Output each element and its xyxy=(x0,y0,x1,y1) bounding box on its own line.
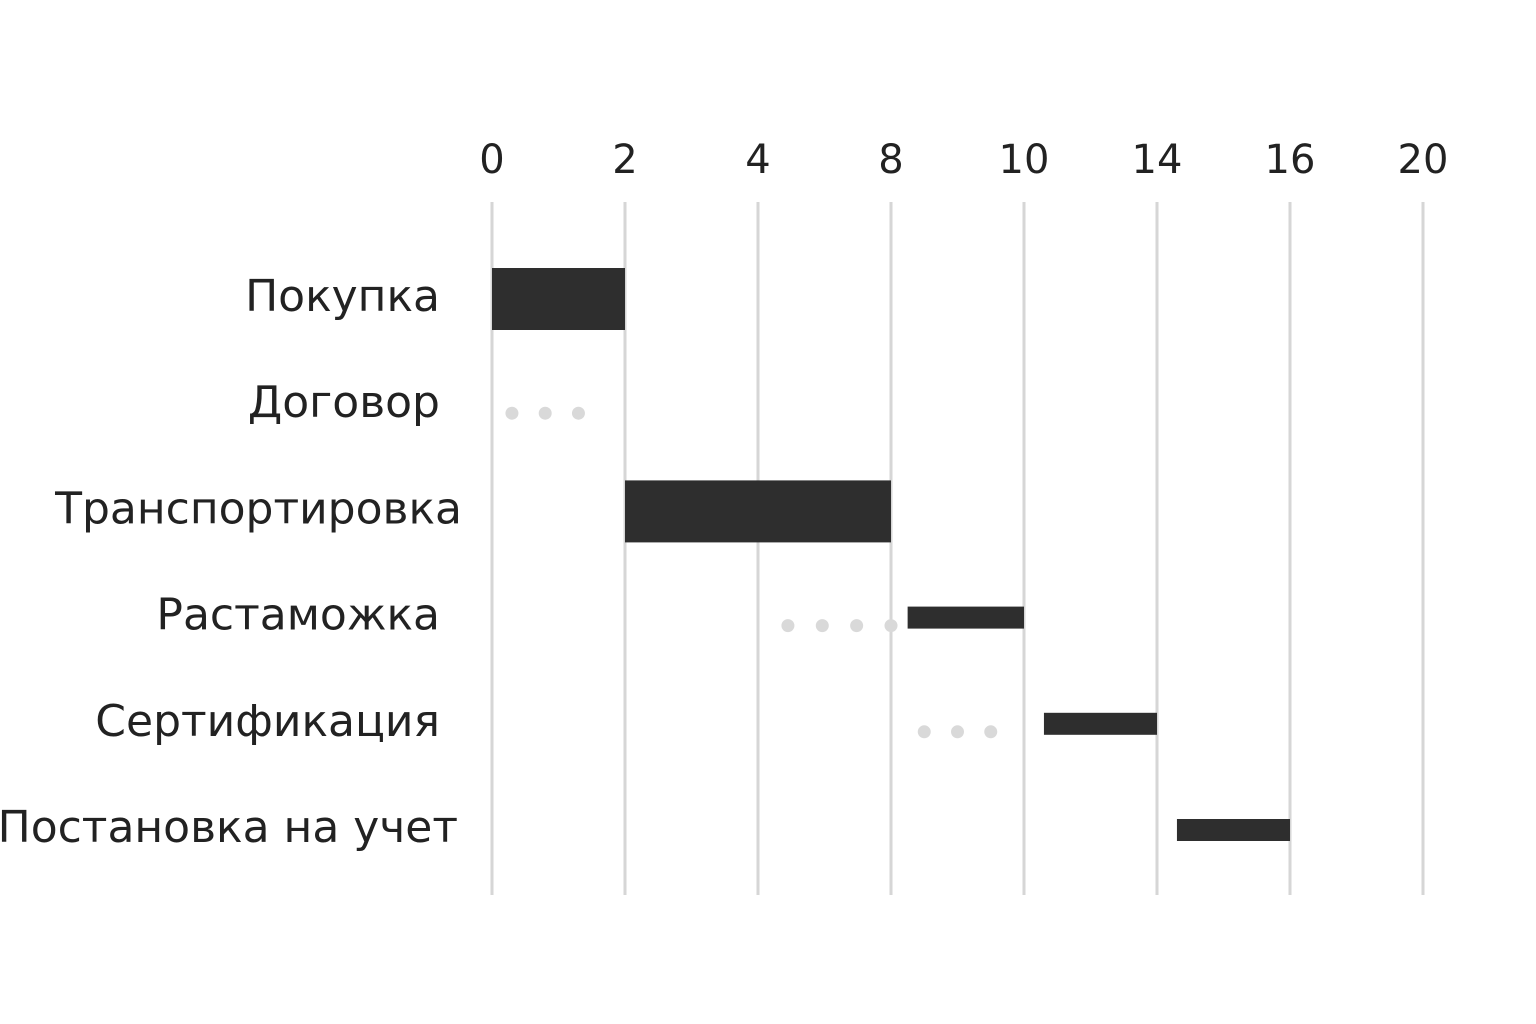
bar xyxy=(907,606,1024,629)
category-label: Договор xyxy=(248,377,440,428)
x-tick-label: 20 xyxy=(1398,137,1449,183)
x-tick-label: 16 xyxy=(1265,137,1316,183)
x-tick-label: 4 xyxy=(745,137,770,183)
bar xyxy=(492,268,625,330)
bar xyxy=(1043,712,1157,735)
category-label: Покупка xyxy=(245,271,440,322)
category-label: Растаможка xyxy=(156,590,440,641)
x-tick-label: 10 xyxy=(999,137,1050,183)
x-tick-label: 8 xyxy=(878,137,903,183)
x-tick-label: 0 xyxy=(479,137,504,183)
bar xyxy=(1176,819,1290,841)
category-label: Транспортировка xyxy=(54,483,462,534)
x-tick-label: 14 xyxy=(1132,137,1183,183)
bar xyxy=(625,480,891,543)
category-label: Сертификация xyxy=(95,696,440,747)
x-tick-label: 2 xyxy=(612,137,637,183)
category-label: Постановка на учет xyxy=(0,802,458,853)
